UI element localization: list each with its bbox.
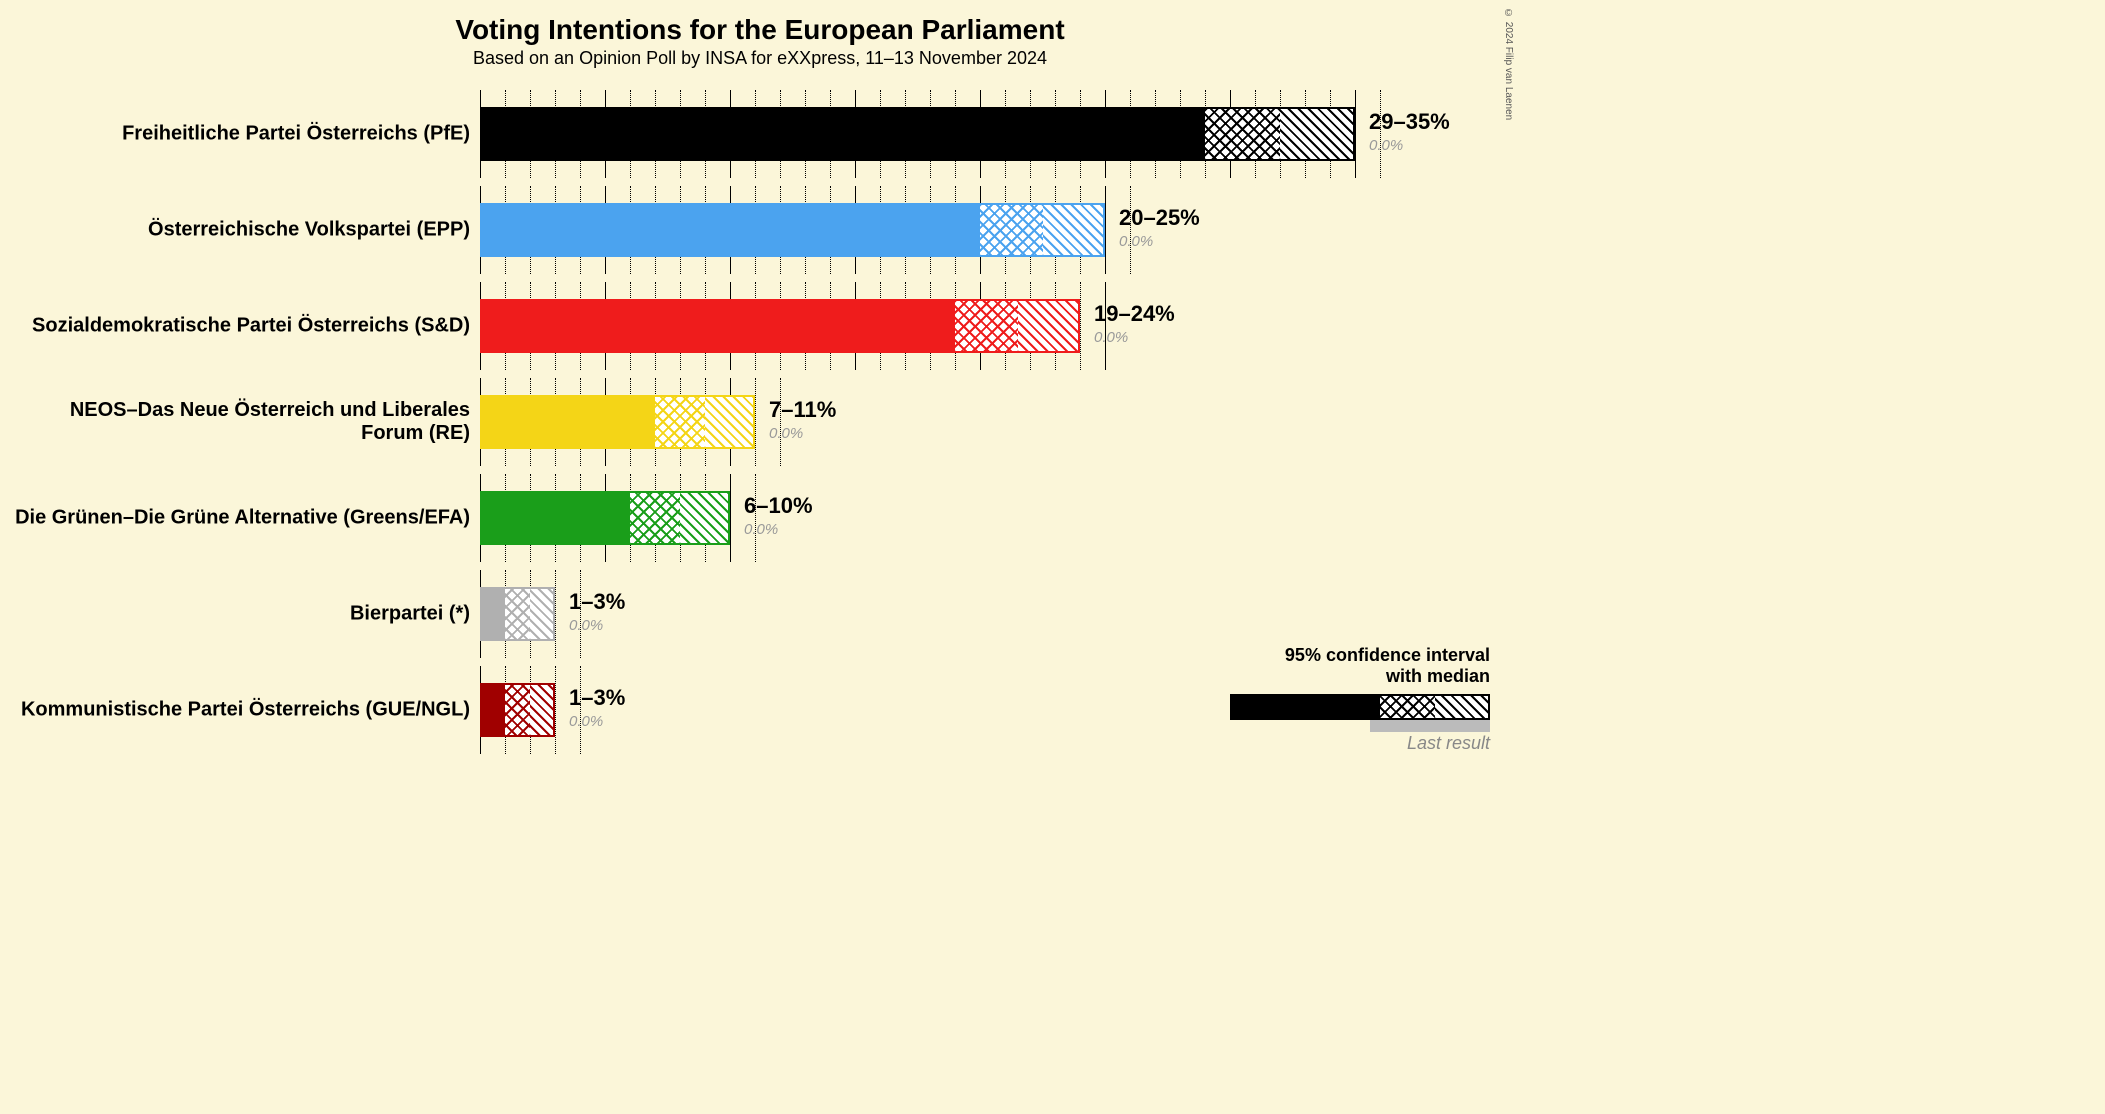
bar-low bbox=[480, 299, 955, 353]
party-label: Kommunistische Partei Österreichs (GUE/N… bbox=[10, 699, 470, 722]
value-label: 20–25% bbox=[1119, 205, 1200, 231]
legend: 95% confidence interval with median Last… bbox=[1230, 645, 1490, 754]
bar-median bbox=[630, 491, 680, 545]
legend-last-result-label: Last result bbox=[1230, 733, 1490, 754]
legend-ci-bar bbox=[1230, 694, 1490, 720]
party-label: Österreichische Volkspartei (EPP) bbox=[10, 219, 470, 242]
previous-result-label: 0.0% bbox=[569, 617, 603, 634]
value-label: 7–11% bbox=[769, 397, 836, 423]
bar-median bbox=[980, 203, 1043, 257]
previous-result-label: 0.0% bbox=[569, 713, 603, 730]
party-label: Freiheitliche Partei Österreichs (PfE) bbox=[10, 123, 470, 146]
bar-low bbox=[480, 107, 1205, 161]
bar-median bbox=[505, 683, 530, 737]
party-label: Sozialdemokratische Partei Österreichs (… bbox=[10, 315, 470, 338]
previous-result-label: 0.0% bbox=[744, 521, 778, 538]
bar-high bbox=[530, 587, 555, 641]
party-row: Die Grünen–Die Grüne Alternative (Greens… bbox=[0, 470, 1520, 566]
bar-high bbox=[1280, 107, 1355, 161]
bar-median bbox=[505, 587, 530, 641]
bar-median bbox=[955, 299, 1018, 353]
bar-low bbox=[480, 683, 505, 737]
legend-line-2: with median bbox=[1230, 666, 1490, 688]
party-row: Österreichische Volkspartei (EPP) 20–25% 0… bbox=[0, 182, 1520, 278]
chart-title: Voting Intentions for the European Parli… bbox=[0, 0, 1520, 46]
bar-low bbox=[480, 395, 655, 449]
bar-low bbox=[480, 587, 505, 641]
bar-high bbox=[1018, 299, 1081, 353]
legend-line-1: 95% confidence interval bbox=[1230, 645, 1490, 667]
value-label: 1–3% bbox=[569, 589, 625, 615]
legend-last-result-bar bbox=[1370, 720, 1490, 732]
party-row: Freiheitliche Partei Österreichs (PfE) 29… bbox=[0, 86, 1520, 182]
previous-result-label: 0.0% bbox=[1369, 137, 1403, 154]
bar-high bbox=[680, 491, 730, 545]
value-label: 1–3% bbox=[569, 685, 625, 711]
bar-median bbox=[655, 395, 705, 449]
bar-median bbox=[1205, 107, 1280, 161]
party-label: Die Grünen–Die Grüne Alternative (Greens… bbox=[10, 507, 470, 530]
value-label: 19–24% bbox=[1094, 301, 1175, 327]
previous-result-label: 0.0% bbox=[769, 425, 803, 442]
bar-low bbox=[480, 203, 980, 257]
previous-result-label: 0.0% bbox=[1119, 233, 1153, 250]
party-label: Bierpartei (*) bbox=[10, 603, 470, 626]
bar-high bbox=[1043, 203, 1106, 257]
value-label: 29–35% bbox=[1369, 109, 1450, 135]
previous-result-label: 0.0% bbox=[1094, 329, 1128, 346]
bar-low bbox=[480, 491, 630, 545]
chart-subtitle: Based on an Opinion Poll by INSA for eXX… bbox=[0, 48, 1520, 69]
value-label: 6–10% bbox=[744, 493, 813, 519]
party-row: NEOS–Das Neue Österreich und Liberales F… bbox=[0, 374, 1520, 470]
bar-high bbox=[530, 683, 555, 737]
party-label: NEOS–Das Neue Österreich und Liberales F… bbox=[10, 399, 470, 445]
party-row: Sozialdemokratische Partei Österreichs (… bbox=[0, 278, 1520, 374]
bar-high bbox=[705, 395, 755, 449]
